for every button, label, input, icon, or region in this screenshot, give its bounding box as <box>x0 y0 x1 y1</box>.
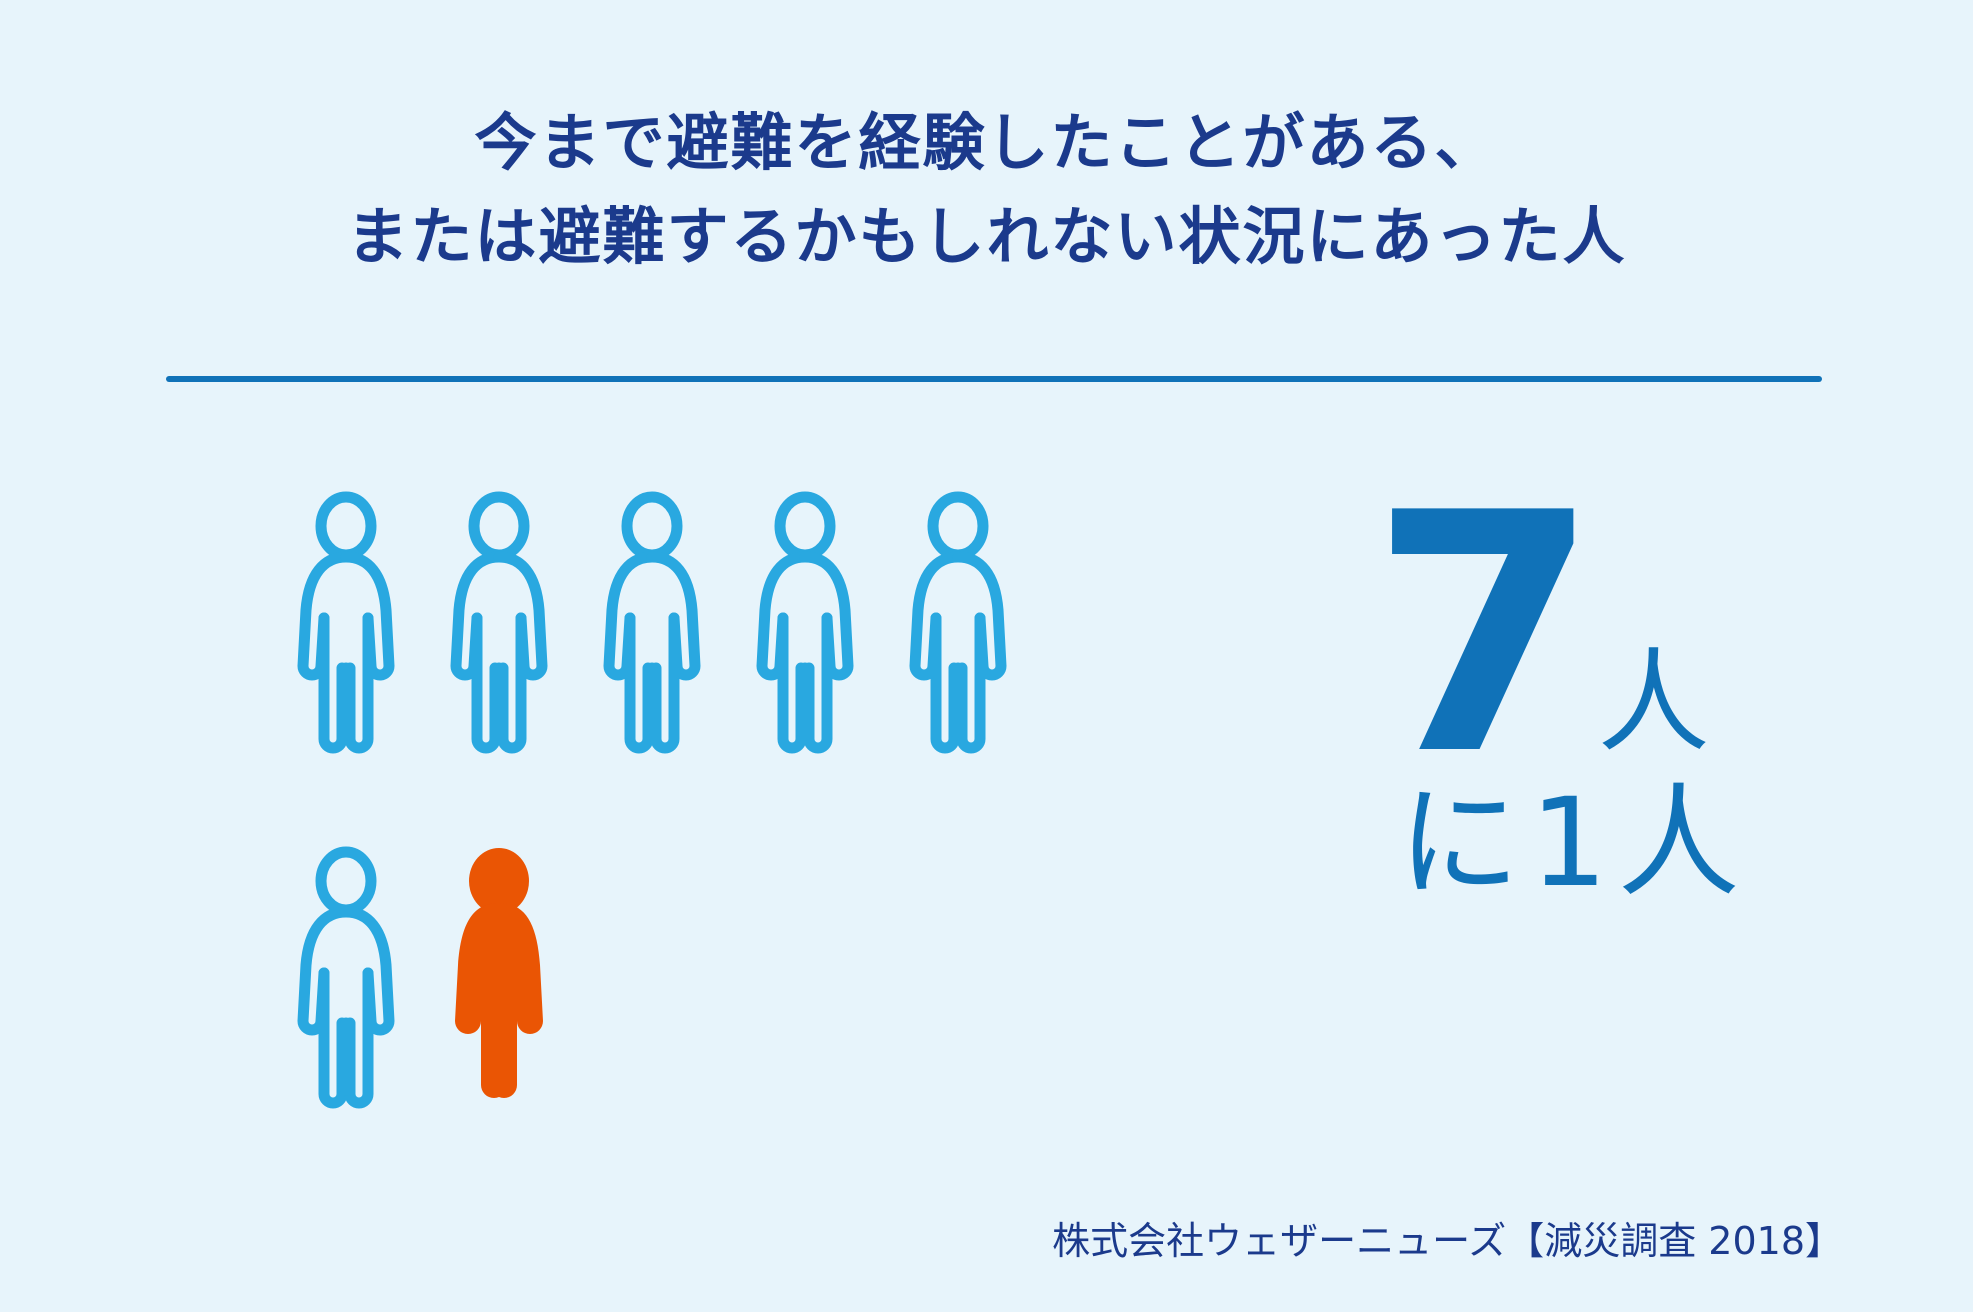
pictogram-row-2 <box>296 845 549 1110</box>
pictogram-chart <box>296 490 1196 1120</box>
source-credit: 株式会社ウェザーニューズ【減災調査 2018】 <box>1052 1219 1843 1263</box>
title-divider <box>166 376 1822 382</box>
person-figure-icon <box>756 491 854 754</box>
pictogram-row-1 <box>296 490 1008 755</box>
title-line-2: または避難するかもしれない状況にあった人 <box>346 200 1627 273</box>
statistic-callout: 7 人 に1人 <box>1370 443 1930 1110</box>
person-figure-icon <box>297 846 395 1109</box>
person-figure-icon <box>450 491 548 754</box>
page-title: 今まで避難を経験したことがある、 または避難するかもしれない状況にあった人 <box>0 96 1973 284</box>
person-figure-icon <box>297 491 395 754</box>
title-line-1: 今まで避難を経験したことがある、 <box>474 106 1499 179</box>
person-figure-icon <box>603 491 701 754</box>
statistic-unit: 人 <box>1597 638 1710 768</box>
person-figure-icon-highlighted <box>455 848 543 1098</box>
statistic-suffix: に1人 <box>1398 772 1750 914</box>
statistic-number: 7 <box>1370 443 1600 827</box>
statistic-primary: 7 人 <box>1370 443 1710 827</box>
person-figure-icon <box>909 491 1007 754</box>
